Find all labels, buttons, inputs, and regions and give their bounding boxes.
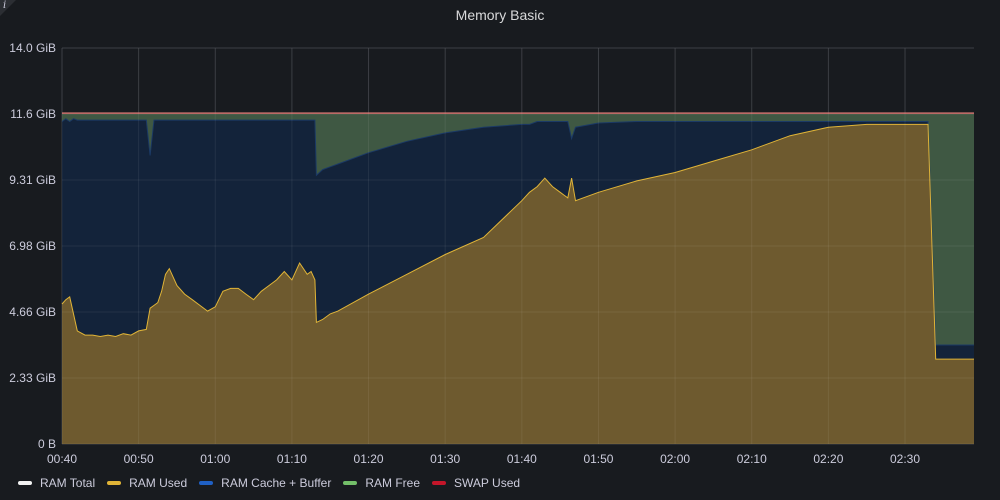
panel-title[interactable]: Memory Basic (455, 7, 545, 23)
legend-label-ram-used: RAM Used (129, 476, 188, 490)
legend-label-ram-total: RAM Total (40, 476, 96, 490)
y-tick-label: 11.6 GiB (10, 107, 56, 121)
legend-swatch-ram-used (107, 481, 122, 485)
x-tick-label: 02:20 (813, 452, 843, 466)
legend-item-swap-used[interactable]: SWAP Used (432, 476, 520, 490)
legend-label-ram-cache-buffer: RAM Cache + Buffer (221, 476, 332, 490)
x-tick-label: 01:30 (430, 452, 460, 466)
x-tick-label: 01:50 (583, 452, 613, 466)
legend-item-ram-cache-buffer[interactable]: RAM Cache + Buffer (199, 476, 331, 490)
series-ram-used-line (61, 123, 974, 360)
x-tick-label: 01:10 (277, 452, 307, 466)
legend-label-swap-used: SWAP Used (454, 476, 521, 490)
legend-swatch-ram-cache-buffer (199, 481, 214, 485)
x-tick-label: 01:20 (354, 452, 384, 466)
legend-swatch-swap-used (432, 481, 447, 485)
legend-item-ram-free[interactable]: RAM Free (343, 476, 420, 490)
x-tick-label: 02:00 (660, 452, 690, 466)
x-tick-label: 02:30 (890, 452, 920, 466)
series-ram-used-area (62, 124, 974, 445)
legend-swatch-ram-free (343, 481, 358, 485)
info-icon[interactable]: i (3, 0, 7, 11)
legend-label-ram-free: RAM Free (365, 476, 421, 490)
x-tick-label: 00:40 (47, 452, 77, 466)
y-tick-label: 2.33 GiB (9, 371, 56, 385)
chart-legend: RAM Total RAM Used RAM Cache + Buffer RA… (18, 476, 532, 490)
y-tick-label: 6.98 GiB (9, 239, 56, 253)
x-tick-label: 00:50 (124, 452, 154, 466)
y-tick-label: 14.0 GiB (9, 41, 56, 55)
y-tick-label: 4.66 GiB (9, 305, 56, 319)
y-tick-label: 9.31 GiB (9, 173, 56, 187)
x-tick-label: 01:40 (507, 452, 537, 466)
x-tick-label: 01:00 (200, 452, 230, 466)
legend-swatch-ram-total (18, 481, 32, 485)
legend-item-ram-total[interactable]: RAM Total (18, 476, 95, 490)
y-tick-label: 0 B (38, 437, 56, 451)
series-ram-cache-buffer-line (61, 118, 974, 346)
x-tick-label: 02:10 (737, 452, 767, 466)
series-ram-cache-buffer-area (62, 118, 974, 360)
legend-item-ram-used[interactable]: RAM Used (107, 476, 187, 490)
